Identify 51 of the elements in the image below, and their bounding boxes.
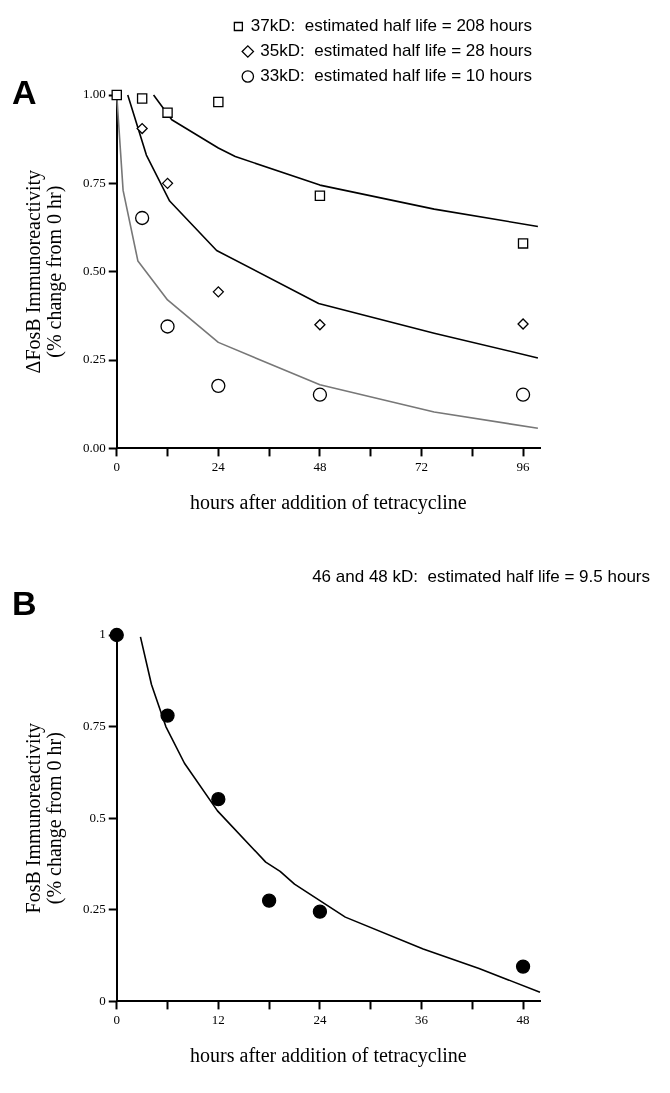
point — [517, 238, 529, 249]
x-tick-label: 12 — [211, 1011, 225, 1027]
x-tick-label: 24 — [313, 1011, 327, 1027]
point — [109, 627, 124, 643]
point — [213, 96, 224, 108]
point — [261, 893, 277, 908]
y-tick-label: 1 — [99, 626, 106, 642]
x-tick-label: 0 — [113, 1011, 120, 1027]
y-tick-label: 1.00 — [83, 86, 106, 102]
point — [212, 286, 224, 298]
point — [314, 319, 326, 331]
point — [515, 387, 531, 402]
y-tick-label: 0.00 — [83, 439, 106, 455]
x-tick-label: 96 — [516, 458, 531, 474]
point — [312, 387, 328, 402]
y-tick-label: 0.50 — [83, 263, 106, 279]
point — [136, 122, 148, 135]
point — [160, 319, 175, 334]
point — [136, 93, 148, 104]
chart-title: A — [12, 73, 37, 111]
point — [312, 904, 328, 919]
y-tick-label: 0.75 — [83, 718, 106, 734]
y-tick-label: 0.25 — [83, 901, 106, 917]
point — [135, 210, 150, 226]
legend-label: 33kD: estimated half life = 10 hours — [260, 66, 533, 86]
y-axis-title: ΔFosB Immunoreactivity (% change from 0 hr) — [21, 170, 66, 374]
x-tick-label: 24 — [211, 458, 226, 474]
point — [162, 107, 173, 118]
chart-title: B — [12, 584, 37, 622]
x-tick-label: 36 — [414, 1011, 429, 1027]
point — [515, 959, 531, 974]
legend-label: 37kD: estimated half life = 208 hours — [250, 16, 533, 36]
x-axis-title: hours after addition of tetracycline — [190, 491, 467, 515]
y-tick-label: 0.5 — [89, 809, 106, 825]
x-axis-title: hours after addition of tetracycline — [190, 1044, 467, 1068]
point — [211, 378, 226, 393]
y-axis-title: FosB Immunoreactivity (% change from 0 hr) — [21, 722, 66, 914]
point — [111, 89, 122, 101]
legend-label: 35kD: estimated half life = 28 hours — [260, 41, 533, 61]
y-tick-label: 0 — [99, 992, 106, 1008]
point — [211, 792, 226, 807]
point — [161, 177, 174, 189]
x-tick-label: 48 — [313, 458, 327, 474]
chart-subtitle: 46 and 48 kD: estimated half life = 9.5 hours — [312, 567, 650, 586]
point — [314, 190, 326, 201]
point — [160, 708, 175, 723]
y-tick-label: 0.25 — [83, 351, 106, 367]
x-tick-label: 72 — [414, 458, 428, 474]
x-tick-label: 48 — [516, 1011, 530, 1027]
x-tick-label: 0 — [113, 458, 120, 474]
y-tick-label: 0.75 — [83, 174, 106, 190]
